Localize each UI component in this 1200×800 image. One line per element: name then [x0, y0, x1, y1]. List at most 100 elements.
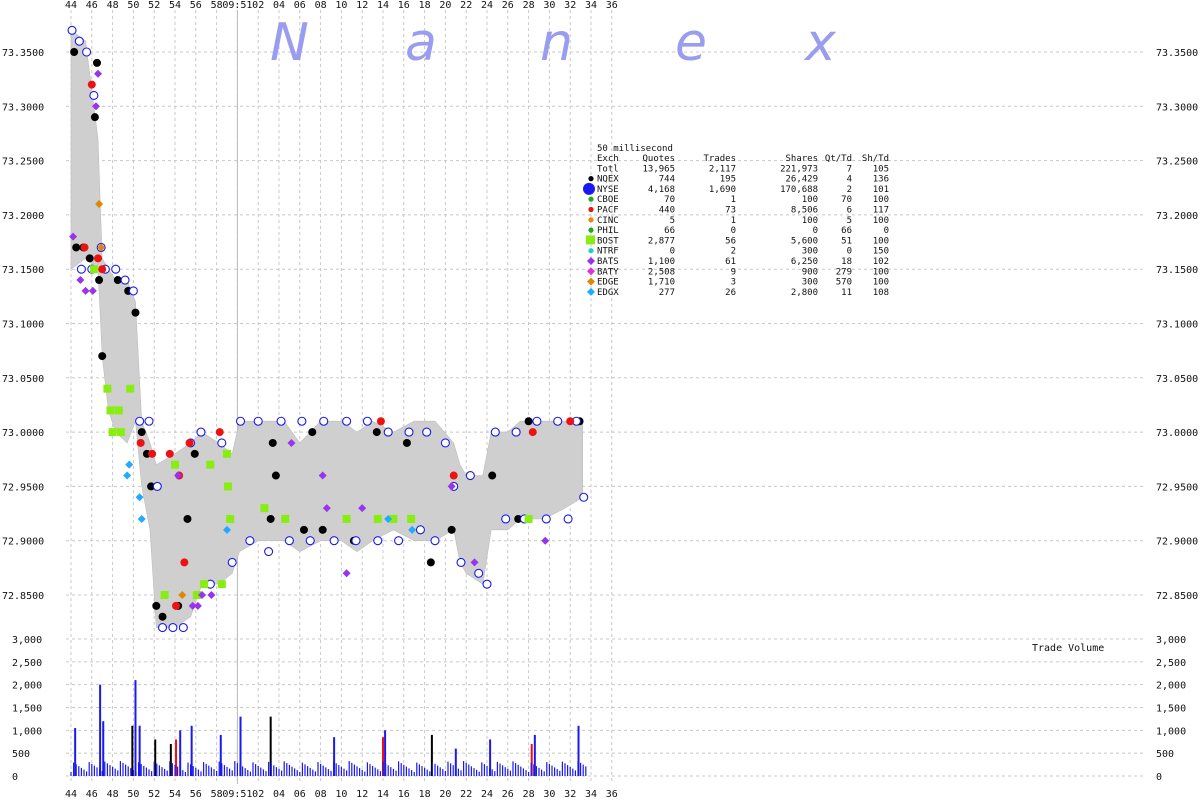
volume-bar-base	[504, 767, 506, 776]
volume-bar-base	[109, 765, 111, 776]
y-tick-label-left: 73.2500	[2, 157, 44, 168]
stats-cell: 56	[725, 236, 736, 246]
volume-bar-base	[80, 767, 82, 776]
y-tick-label-left: 73.3500	[2, 48, 44, 59]
stats-cell: 11	[841, 288, 852, 298]
marker-nyse	[351, 536, 361, 546]
marker-nyse	[245, 536, 255, 546]
volume-bar-base	[572, 768, 574, 776]
x-tick-label-top: 32	[564, 0, 576, 11]
volume-bar-base	[314, 771, 316, 776]
marker-bost	[126, 384, 135, 393]
x-tick-label-top: 36	[606, 0, 618, 11]
stats-cell: 4	[847, 175, 852, 185]
volume-bar-base	[564, 763, 566, 776]
volume-bar-base	[125, 764, 127, 776]
stats-cell: 73	[725, 206, 736, 216]
x-tick-label-top: 52	[148, 0, 160, 11]
stats-cell: 100	[873, 216, 889, 226]
volume-bar-base	[171, 763, 173, 776]
x-tick-label-bottom: 46	[86, 789, 98, 800]
volume-bar-base	[174, 764, 176, 776]
marker-bost	[224, 482, 233, 491]
marker-pacf	[180, 558, 189, 567]
stats-cell: 1,100	[648, 257, 675, 267]
marker-bost	[192, 591, 201, 599]
volume-bar-base	[533, 764, 535, 776]
quote-markers	[67, 25, 589, 633]
stats-cell: 0	[731, 226, 736, 236]
volume-bar-base	[179, 768, 181, 776]
marker-nqex	[95, 276, 104, 285]
marker-bats	[76, 276, 85, 285]
x-tick-label-bottom: 28	[523, 789, 535, 800]
stats-row-marker	[587, 267, 595, 276]
volume-bar-base	[239, 764, 241, 776]
volume-bar-base	[356, 766, 358, 776]
marker-bats	[470, 558, 479, 567]
volume-bar-base	[431, 762, 433, 776]
x-tick-label-bottom: 48	[107, 789, 119, 800]
marker-nyse	[319, 416, 329, 426]
volume-bar-base	[83, 769, 85, 776]
volume-bar-base	[119, 761, 121, 776]
marker-nyse	[135, 416, 145, 426]
stats-cell: 150	[873, 247, 889, 257]
volume-bar-base	[450, 763, 452, 776]
volume-bar-nqex	[269, 716, 272, 776]
x-tick-label-top: 48	[107, 0, 119, 11]
volume-bar-base	[569, 766, 571, 776]
volume-bar-nqex	[430, 734, 433, 776]
volume-bar-base	[270, 763, 272, 776]
stats-row-marker	[587, 287, 595, 296]
marker-bats	[342, 569, 351, 578]
marker-nqex	[183, 514, 192, 523]
y-tick-label-left: 73.1000	[2, 320, 44, 331]
x-tick-label-bottom: 44	[65, 789, 77, 800]
marker-bats	[287, 438, 296, 447]
x-tick-label-bottom: 34	[585, 789, 597, 800]
marker-nyse	[422, 427, 432, 437]
stats-cell: 1	[731, 216, 736, 226]
stats-header: Shares	[785, 154, 818, 164]
volume-bar-base	[476, 769, 478, 776]
stats-cell: 900	[802, 267, 818, 277]
volume-bar-base	[195, 767, 197, 776]
volume-bar-base	[192, 766, 194, 776]
stats-cell: 136	[873, 175, 889, 185]
volume-bar-base	[265, 771, 267, 776]
volume-bar-base	[255, 764, 257, 776]
marker-edgx	[135, 493, 144, 502]
marker-nyse	[383, 427, 393, 437]
marker-bost	[206, 460, 215, 469]
marker-pacf	[94, 254, 103, 263]
marker-bost	[116, 428, 125, 437]
x-tick-label-top: 50	[127, 0, 139, 11]
stats-cell: 101	[873, 185, 889, 195]
marker-pacf	[528, 428, 537, 437]
stats-cell: 1,690	[709, 185, 736, 195]
stats-cell: Totl	[597, 164, 619, 174]
volume-bar-base	[184, 771, 186, 776]
stats-cell: 117	[873, 206, 889, 216]
marker-nyse	[501, 514, 511, 524]
marker-nyse	[297, 416, 307, 426]
volume-bar-base	[93, 765, 95, 776]
marker-bost	[281, 514, 290, 523]
marker-bats	[174, 471, 183, 480]
volume-bar-base	[140, 764, 142, 776]
marker-nyse	[415, 525, 425, 535]
stats-cell: 1,710	[648, 278, 675, 288]
volume-bar-base	[567, 765, 569, 776]
x-tick-label-bottom: 24	[481, 789, 493, 800]
x-tick-label-bottom: 58	[211, 789, 223, 800]
volume-bar-base	[408, 768, 410, 776]
volume-y-tick-left: 2,500	[12, 658, 42, 669]
marker-edgx	[137, 514, 146, 523]
marker-nqex	[70, 48, 79, 56]
volume-bar-base	[530, 762, 532, 776]
marker-bost	[373, 514, 382, 523]
x-tick-label-top: 34	[585, 0, 597, 11]
volume-bar-base	[541, 769, 543, 776]
marker-bost	[342, 514, 351, 523]
